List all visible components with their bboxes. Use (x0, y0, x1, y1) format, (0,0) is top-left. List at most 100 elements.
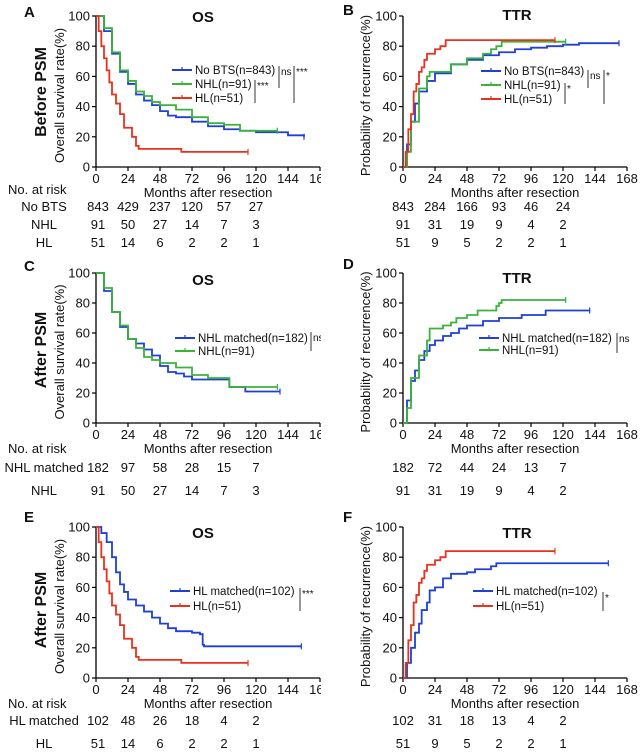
risk-value: 120 (181, 199, 203, 214)
risk-value: 5 (463, 736, 470, 751)
y-tick-label: 60 (383, 69, 397, 84)
x-tick-label: 72 (492, 427, 506, 442)
risk-value: 9 (431, 736, 438, 751)
y-tick-label: 40 (76, 356, 90, 371)
y-tick-label: 20 (76, 129, 90, 144)
x-tick-label: 72 (492, 171, 506, 186)
y-axis-label: Overall survival rate(%) (52, 284, 67, 419)
x-tick-label: 168 (309, 171, 331, 186)
risk-value: 18 (185, 713, 199, 728)
y-axis-label: Overall survival rate(%) (52, 28, 67, 163)
y-tick-label: 80 (383, 296, 397, 311)
risk-row-label: NHL (31, 483, 57, 498)
risk-value: 97 (121, 460, 135, 475)
km-curve-2 (403, 39, 555, 168)
risk-value: 7 (220, 483, 227, 498)
y-tick-label: 40 (383, 99, 397, 114)
risk-value: 843 (87, 199, 109, 214)
x-tick-label: 48 (460, 171, 474, 186)
x-tick-label: 96 (217, 171, 231, 186)
risk-row-label: NHL matched (5, 460, 84, 475)
x-tick-label: 144 (584, 682, 606, 697)
risk-table-header: No. at risk (8, 696, 67, 711)
significance-label: *** (296, 67, 308, 78)
y-tick-label: 40 (383, 356, 397, 371)
km-curve-0 (96, 526, 302, 648)
y-tick-label: 40 (383, 610, 397, 625)
risk-value: 2 (559, 217, 566, 232)
risk-value: 13 (524, 460, 538, 475)
risk-value: 31 (428, 483, 442, 498)
y-tick-label: 20 (383, 386, 397, 401)
y-tick-label: 60 (76, 326, 90, 341)
legend-label: HL(n=51) (504, 94, 552, 106)
risk-row-label: NHL (31, 217, 57, 232)
chart-title: OS (192, 525, 214, 542)
risk-value: 2 (252, 713, 259, 728)
risk-value: 2 (559, 483, 566, 498)
risk-value: 15 (217, 460, 231, 475)
risk-value: 429 (117, 199, 139, 214)
risk-value: 51 (91, 736, 105, 751)
legend-label: HL(n=51) (496, 601, 544, 613)
legend-label: NHL(n=91) (502, 345, 559, 357)
legend-label: HL(n=51) (195, 93, 243, 105)
y-tick-label: 60 (383, 580, 397, 595)
x-tick-label: 96 (524, 682, 538, 697)
x-tick-label: 96 (524, 427, 538, 442)
y-tick-label: 60 (76, 69, 90, 84)
x-tick-label: 0 (92, 171, 99, 186)
risk-value: 182 (392, 460, 414, 475)
risk-value: 46 (524, 199, 538, 214)
y-tick-label: 80 (383, 550, 397, 565)
significance-label: *** (302, 589, 314, 600)
x-tick-label: 48 (153, 171, 167, 186)
y-axis-label: Probability of recurrence(%) (358, 526, 373, 687)
x-tick-label: 48 (153, 682, 167, 697)
row-label: Before PSM (33, 47, 50, 137)
risk-row-label: No BTS (21, 199, 67, 214)
risk-value: 93 (492, 199, 506, 214)
panel-letter: A (24, 4, 35, 21)
risk-value: 2 (220, 235, 227, 250)
significance-label: *** (257, 81, 269, 92)
risk-value: 19 (460, 217, 474, 232)
x-tick-label: 0 (399, 682, 406, 697)
significance-label: ns (313, 333, 324, 344)
risk-value: 51 (396, 736, 410, 751)
risk-value: 91 (91, 217, 105, 232)
x-tick-label: 72 (185, 171, 199, 186)
risk-value: 2 (527, 736, 534, 751)
x-tick-label: 120 (552, 682, 574, 697)
risk-value: 4 (527, 217, 534, 232)
y-tick-label: 0 (83, 416, 90, 431)
risk-value: 237 (149, 199, 171, 214)
panel-c: C OS After PSM Overall survival rate(%) 0 20 4… (5, 258, 324, 498)
risk-value: 182 (87, 460, 109, 475)
risk-value: 9 (431, 235, 438, 250)
risk-value: 48 (121, 713, 135, 728)
risk-value: 14 (185, 483, 199, 498)
chart-title: TTR (502, 525, 531, 542)
y-tick-label: 0 (390, 160, 397, 175)
x-tick-label: 24 (428, 171, 442, 186)
risk-value: 3 (252, 483, 259, 498)
y-tick-label: 20 (76, 386, 90, 401)
km-curve-0 (403, 309, 590, 424)
x-axis-label: Months after resection (451, 696, 580, 711)
legend-label: NHL matched(n=182) (502, 333, 612, 345)
y-tick-label: 60 (76, 580, 90, 595)
risk-value: 3 (252, 217, 259, 232)
risk-value: 31 (428, 217, 442, 232)
significance-label: ns (590, 71, 601, 82)
risk-row-label: HL (36, 736, 53, 751)
x-tick-label: 48 (460, 427, 474, 442)
risk-value: 9 (495, 483, 502, 498)
risk-value: 44 (460, 460, 474, 475)
risk-value: 1 (252, 736, 259, 751)
x-tick-label: 168 (616, 682, 638, 697)
legend-label: NHL matched(n=182) (198, 333, 308, 345)
row-label: After PSM (33, 312, 50, 388)
